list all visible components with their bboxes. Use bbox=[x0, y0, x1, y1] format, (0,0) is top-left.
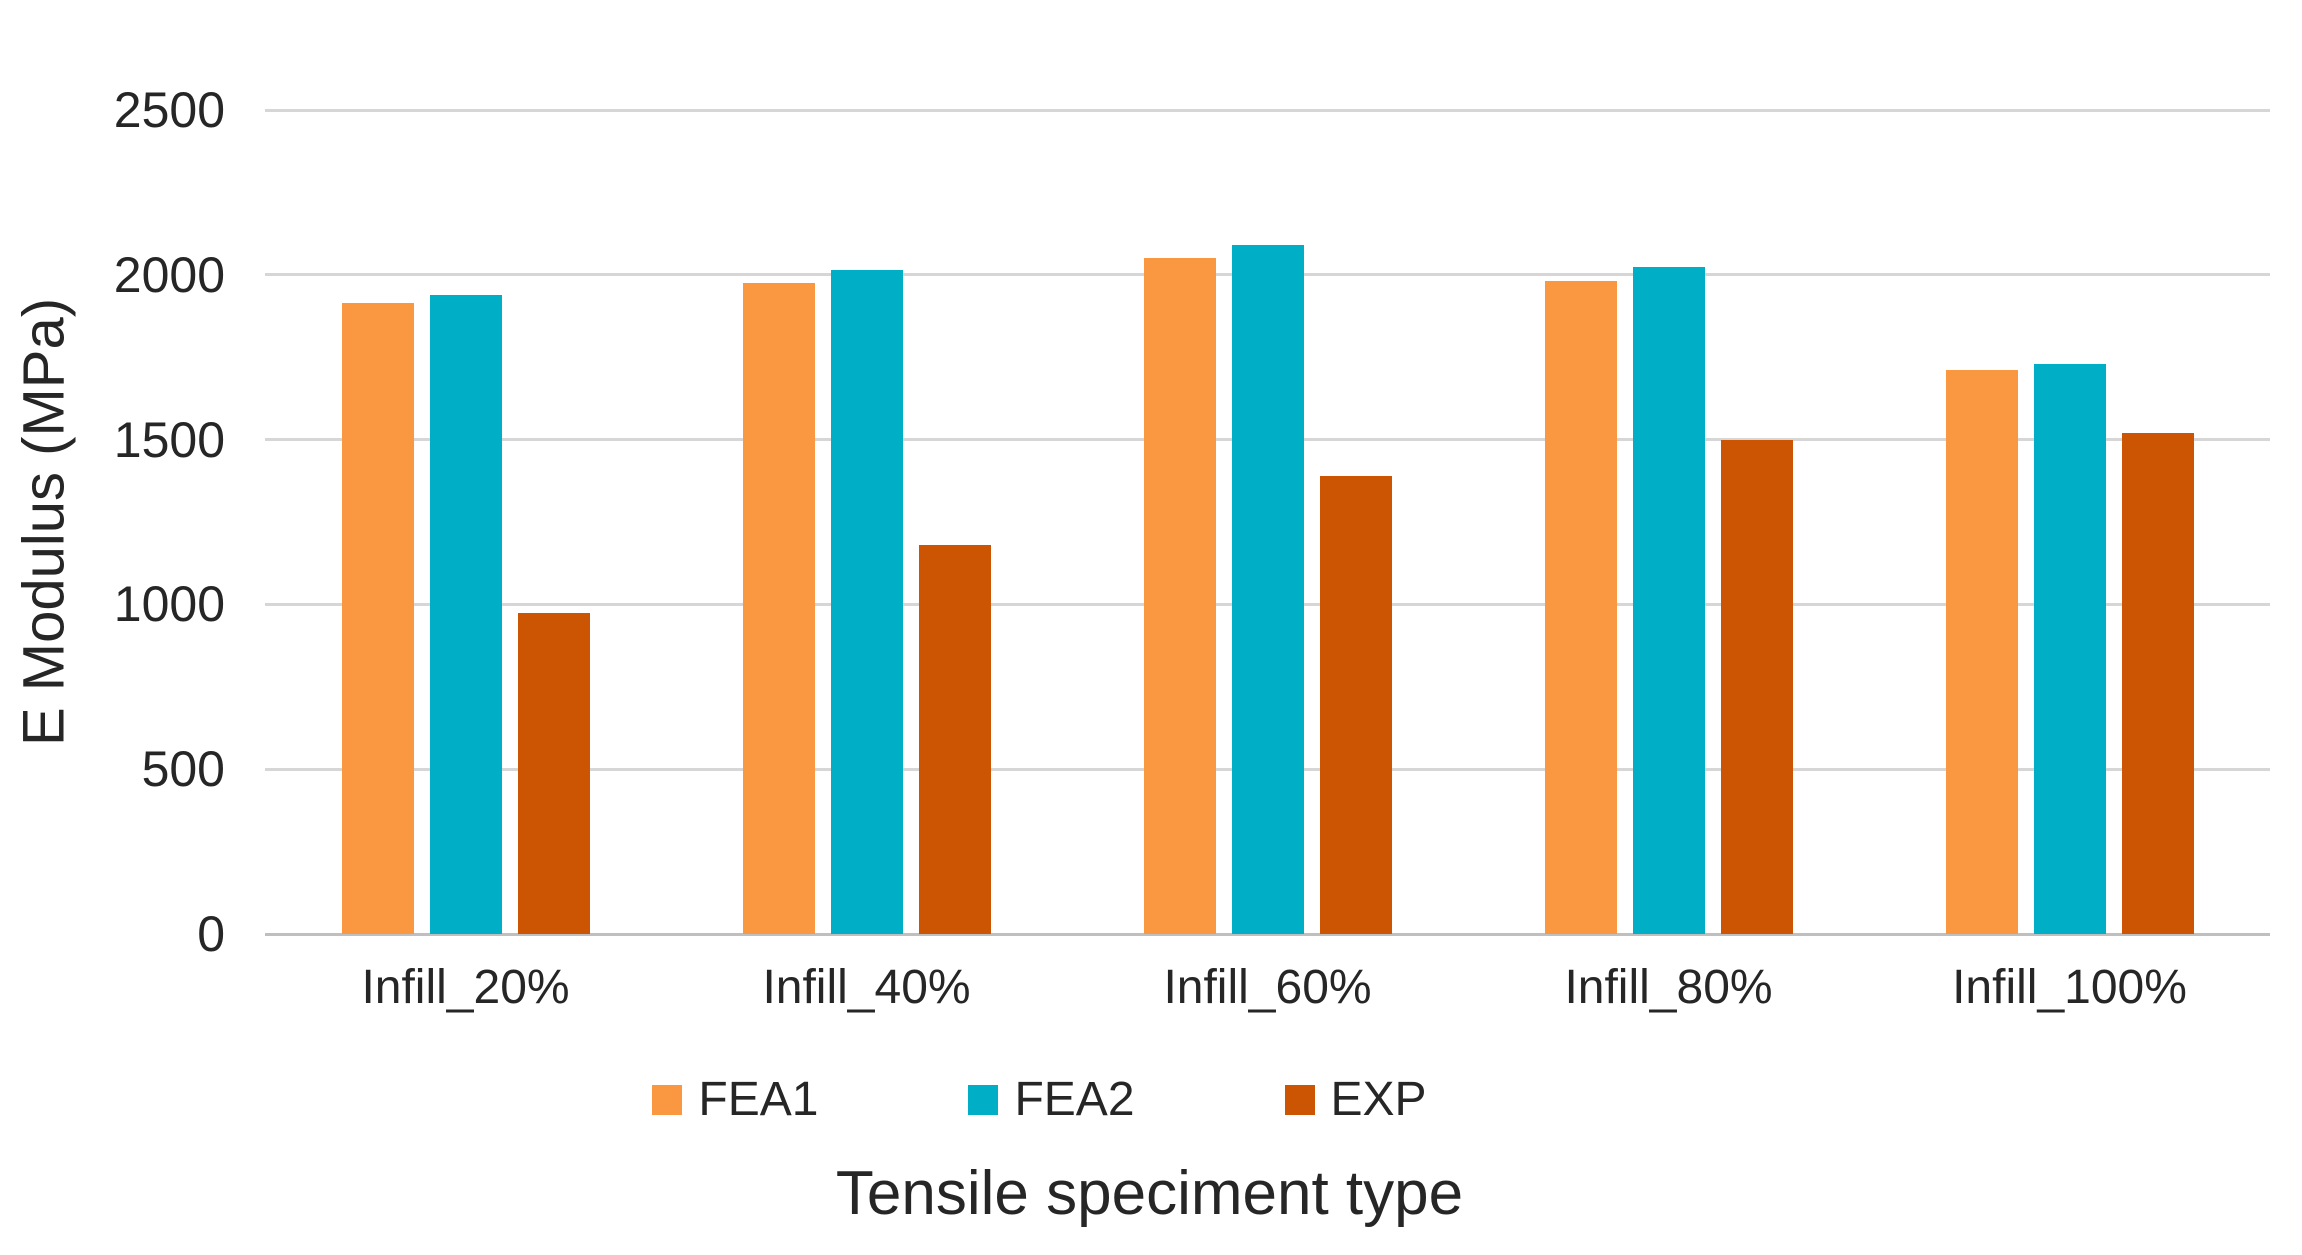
x-axis-title: Tensile speciment type bbox=[835, 1159, 1464, 1228]
y-axis-title: E Modulus (MPa) bbox=[11, 297, 77, 747]
legend-swatch-exp bbox=[1284, 1085, 1315, 1115]
bar-group-infill_60% bbox=[1067, 110, 1468, 934]
x-axis-tick-labels: Infill_20% Infill_40% Infill_60% Infill_80%… bbox=[265, 958, 2270, 1018]
y-tick-label-1500: 1500 bbox=[113, 411, 225, 468]
y-tick-label-500: 500 bbox=[141, 741, 225, 798]
legend-swatch-fea1 bbox=[652, 1085, 683, 1115]
x-tick-label-infill_60%: Infill_60% bbox=[1163, 961, 1372, 1014]
y-tick-label-1000: 1000 bbox=[113, 576, 225, 633]
legend: FEA1 FEA2 EXP bbox=[37, 1072, 2042, 1128]
gridline-2500 bbox=[265, 108, 2270, 112]
bar-fea2-infill_80% bbox=[1632, 266, 1705, 934]
x-tick-label-infill_100%: Infill_100% bbox=[1952, 961, 2187, 1014]
bar-fea1-infill_20% bbox=[341, 302, 414, 934]
bar-group-infill_80% bbox=[1468, 110, 1869, 934]
legend-item-fea2: FEA2 bbox=[968, 1072, 1135, 1128]
legend-label-fea2: FEA2 bbox=[1014, 1073, 1135, 1126]
y-tick-label-0: 0 bbox=[197, 906, 225, 962]
gridline-0 bbox=[265, 932, 2270, 936]
bar-groups bbox=[265, 110, 2270, 934]
plot-area: 0 500 1000 1500 2000 2500 bbox=[114, 82, 2270, 962]
bar-fea2-infill_40% bbox=[830, 269, 903, 934]
bar-group-infill_20% bbox=[265, 110, 666, 934]
bar-fea2-infill_60% bbox=[1231, 245, 1304, 934]
legend-label-fea1: FEA1 bbox=[698, 1073, 819, 1126]
legend-swatch-fea2 bbox=[968, 1085, 999, 1115]
x-tick-label-infill_20%: Infill_20% bbox=[361, 961, 570, 1014]
bar-exp-infill_60% bbox=[1319, 475, 1392, 934]
bar-fea1-infill_60% bbox=[1143, 258, 1216, 934]
bar-fea2-infill_20% bbox=[429, 294, 502, 934]
bar-group-infill_100% bbox=[1869, 110, 2270, 934]
legend-item-exp: EXP bbox=[1284, 1072, 1427, 1128]
bar-exp-infill_20% bbox=[517, 612, 590, 934]
bar-fea1-infill_100% bbox=[1945, 370, 2018, 934]
y-tick-label-2000: 2000 bbox=[113, 246, 225, 303]
bar-fea1-infill_80% bbox=[1544, 281, 1617, 934]
bar-group-infill_40% bbox=[666, 110, 1067, 934]
bar-exp-infill_100% bbox=[2121, 433, 2194, 934]
x-tick-label-infill_80%: Infill_80% bbox=[1564, 961, 1773, 1014]
bar-fea1-infill_40% bbox=[742, 283, 815, 934]
legend-label-exp: EXP bbox=[1330, 1073, 1427, 1126]
y-tick-label-2500: 2500 bbox=[113, 82, 225, 138]
bar-exp-infill_80% bbox=[1720, 439, 1793, 934]
legend-item-fea1: FEA1 bbox=[652, 1072, 818, 1128]
x-tick-label-infill_40%: Infill_40% bbox=[762, 961, 971, 1014]
bar-fea2-infill_100% bbox=[2033, 363, 2106, 934]
bar-exp-infill_40% bbox=[918, 545, 991, 934]
